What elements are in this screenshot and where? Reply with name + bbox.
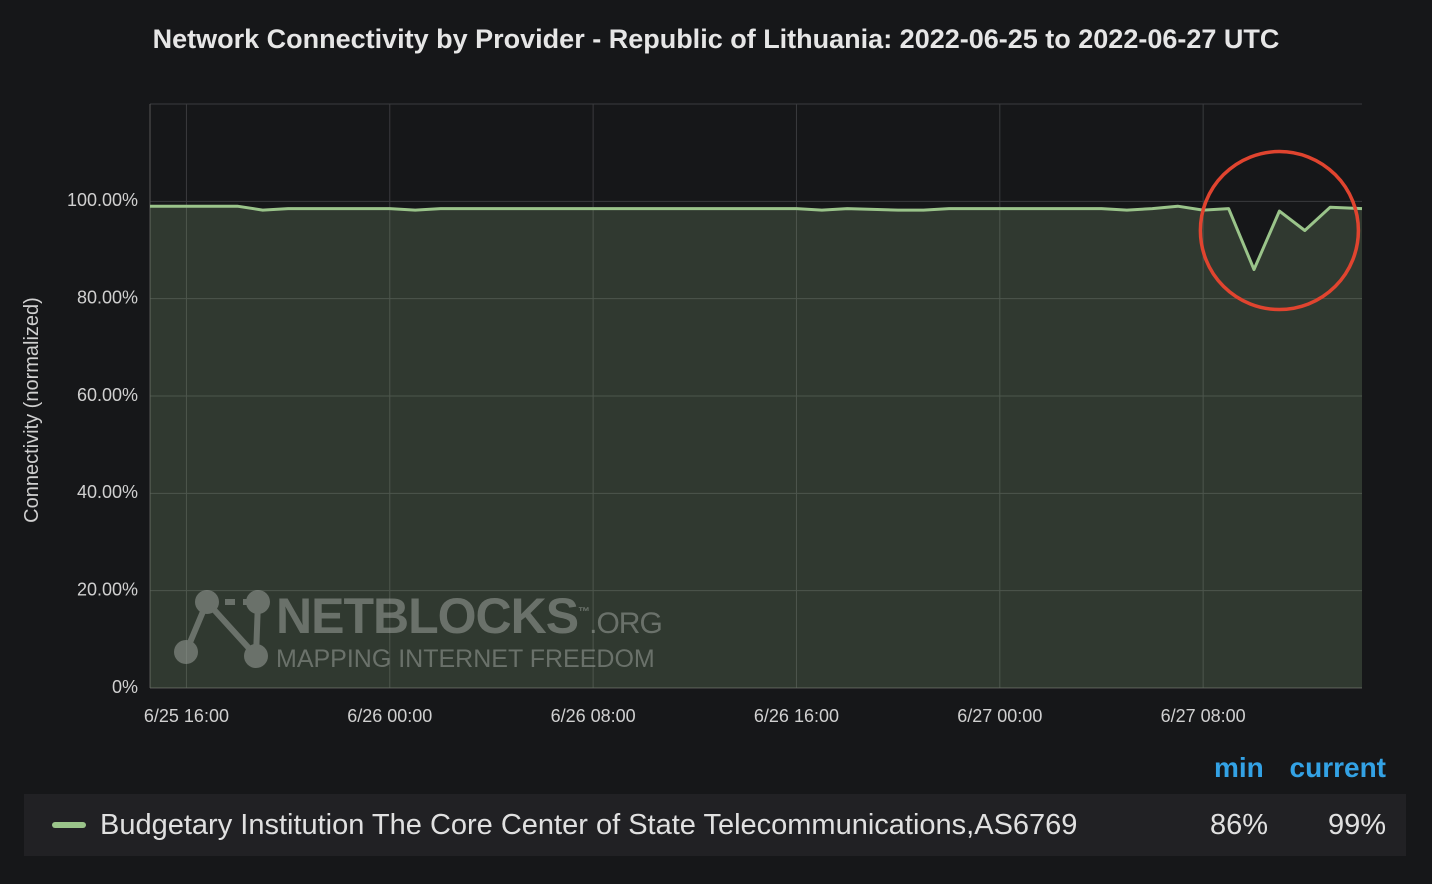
y-tick-label: 20.00%	[77, 579, 138, 599]
y-tick-label: 40.00%	[77, 482, 138, 502]
y-tick-label: 100.00%	[67, 190, 138, 210]
legend-series-name[interactable]: Budgetary Institution The Core Center of…	[100, 808, 1078, 841]
highlight-circle	[1198, 149, 1361, 312]
chart-area	[150, 204, 1363, 688]
legend-header-current[interactable]: current	[1289, 752, 1386, 783]
x-tick-label: 6/26 00:00	[347, 706, 432, 726]
legend-swatch	[52, 822, 86, 828]
watermark-tagline: MAPPING INTERNET FREEDOM	[276, 645, 655, 673]
legend-row[interactable]: Budgetary Institution The Core Center of…	[24, 794, 1406, 856]
chart-title: Network Connectivity by Provider - Repub…	[152, 24, 1280, 54]
x-tick-label: 6/26 08:00	[551, 706, 636, 726]
y-axis-label: Connectivity (normalized)	[21, 297, 43, 523]
annotation-circle	[1198, 149, 1361, 312]
y-axis-ticks: 0% 20.00% 40.00% 60.00% 80.00% 100.00%	[67, 190, 138, 697]
legend-header-min[interactable]: min	[1213, 752, 1264, 783]
series-area-fill	[150, 206, 1362, 688]
chart-plot[interactable]: 0% 20.00% 40.00% 60.00% 80.00% 100.00% 6/25 1…	[0, 0, 1432, 760]
legend-header: min current	[1196, 752, 1386, 784]
series-line	[150, 204, 1363, 271]
legend-min-value: 86%	[1209, 808, 1268, 841]
netblocks-watermark: NETBLOCKS™.ORG MAPPING INTERNET FREEDOM	[172, 585, 663, 680]
x-tick-label: 6/26 16:00	[754, 706, 839, 726]
x-axis-ticks: 6/25 16:00 6/26 00:00 6/26 08:00 6/26 16:00…	[144, 706, 1246, 726]
y-tick-label: 60.00%	[77, 385, 138, 405]
x-tick-label: 6/27 00:00	[957, 706, 1042, 726]
netblocks-logo-icon	[174, 590, 270, 668]
x-tick-label: 6/25 16:00	[144, 706, 229, 726]
chart-grid	[149, 103, 1362, 689]
legend-current-value: 99%	[1327, 808, 1386, 841]
x-tick-label: 6/27 08:00	[1161, 706, 1246, 726]
watermark-name: NETBLOCKS™.ORG	[276, 588, 663, 644]
y-tick-label: 0%	[112, 677, 138, 697]
y-tick-label: 80.00%	[77, 287, 138, 307]
